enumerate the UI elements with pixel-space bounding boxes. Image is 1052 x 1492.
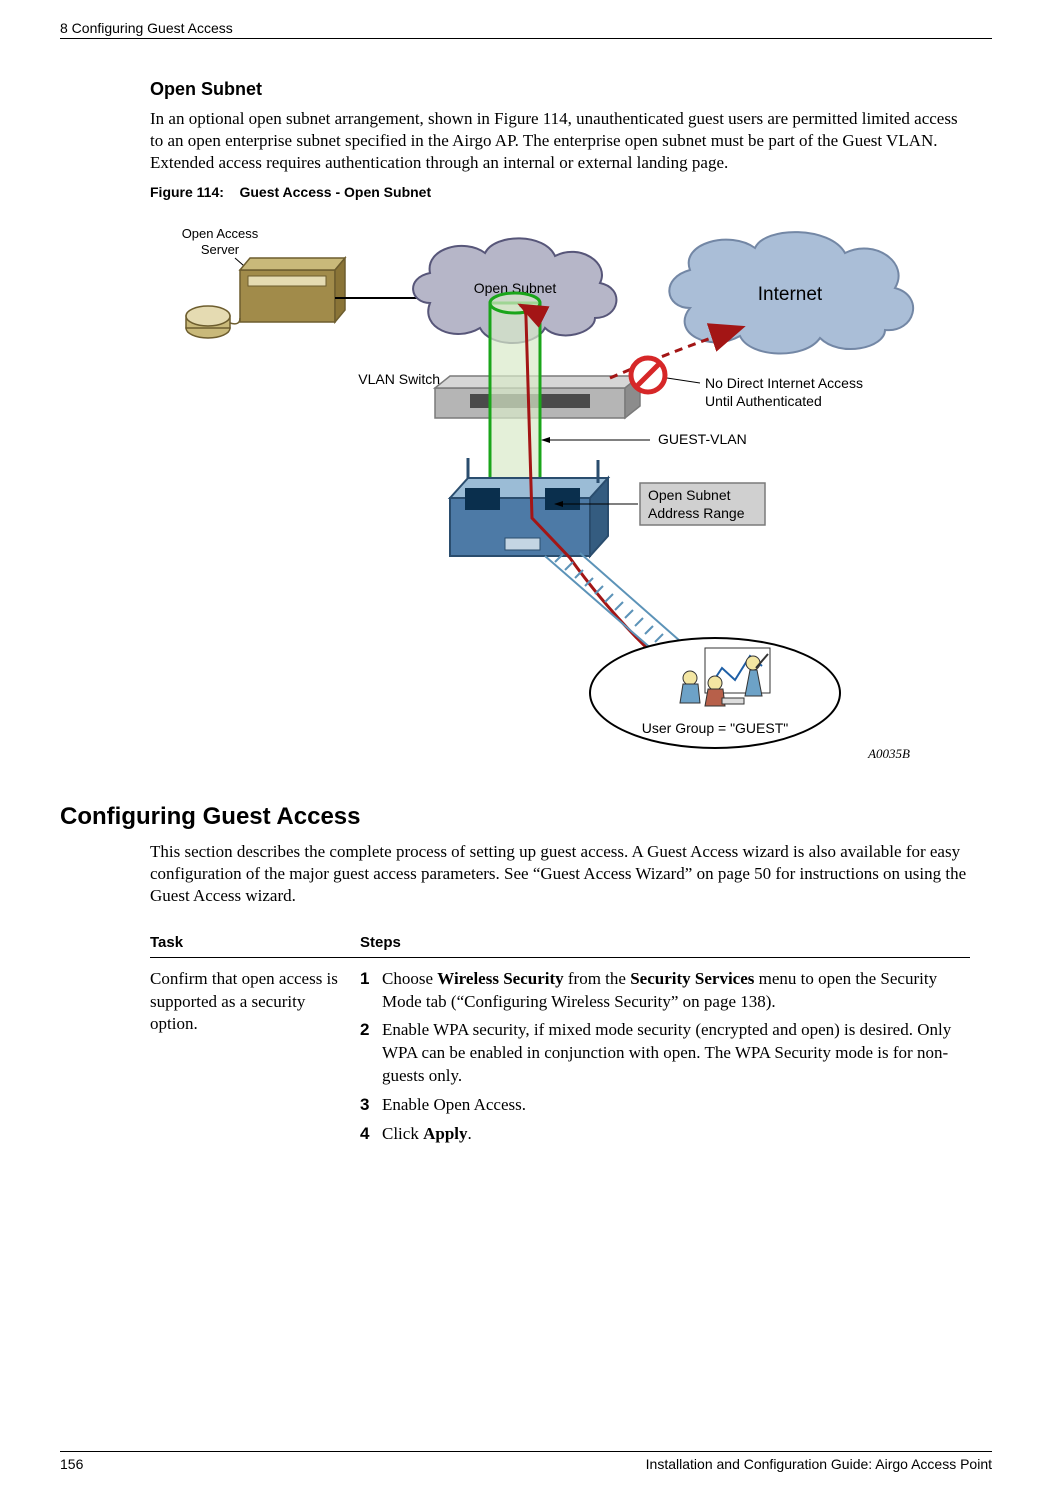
figure-title: Guest Access - Open Subnet bbox=[239, 184, 431, 200]
no-direct-l1: No Direct Internet Access bbox=[705, 375, 863, 391]
vlan-switch-label: VLAN Switch bbox=[358, 371, 440, 387]
step-3: 3 Enable Open Access. bbox=[360, 1094, 960, 1117]
step-2: 2 Enable WPA security, if mixed mode sec… bbox=[360, 1019, 960, 1088]
page-footer: 156 Installation and Configuration Guide… bbox=[60, 1451, 992, 1472]
figure-caption: Figure 114: Guest Access - Open Subnet bbox=[150, 184, 972, 200]
open-subnet-heading: Open Subnet bbox=[150, 79, 972, 100]
header-left: 8 Configuring Guest Access bbox=[60, 20, 233, 36]
configuring-guest-access-para: This section describes the complete proc… bbox=[150, 841, 972, 907]
open-access-server-label-1: Open Access bbox=[182, 226, 259, 241]
step-num: 1 bbox=[360, 968, 382, 1014]
page-header: 8 Configuring Guest Access bbox=[60, 20, 992, 39]
server-icon bbox=[186, 258, 345, 338]
address-range-l2: Address Range bbox=[648, 505, 745, 521]
step-text: Choose Wireless Security from the Securi… bbox=[382, 968, 960, 1014]
step-text: Enable Open Access. bbox=[382, 1094, 960, 1117]
no-direct-pointer bbox=[667, 378, 700, 383]
open-subnet-para: In an optional open subnet arrangement, … bbox=[150, 108, 972, 174]
step-1: 1 Choose Wireless Security from the Secu… bbox=[360, 968, 960, 1014]
figure-ref: A0035B bbox=[867, 746, 910, 761]
step-4: 4 Click Apply. bbox=[360, 1123, 960, 1146]
user-group-label: User Group = "GUEST" bbox=[642, 720, 789, 736]
address-range-l1: Open Subnet bbox=[648, 487, 731, 503]
footer-title: Installation and Configuration Guide: Ai… bbox=[646, 1456, 992, 1472]
steps-cell: 1 Choose Wireless Security from the Secu… bbox=[360, 957, 970, 1158]
task-steps-table: Task Steps Confirm that open access is s… bbox=[150, 928, 970, 1159]
step-num: 3 bbox=[360, 1094, 382, 1117]
col-header-steps: Steps bbox=[360, 928, 970, 958]
step-text: Enable WPA security, if mixed mode secur… bbox=[382, 1019, 960, 1088]
footer-page-number: 156 bbox=[60, 1456, 83, 1472]
step-num: 2 bbox=[360, 1019, 382, 1088]
step-text: Click Apply. bbox=[382, 1123, 960, 1146]
table-row: Confirm that open access is supported as… bbox=[150, 957, 970, 1158]
step-num: 4 bbox=[360, 1123, 382, 1146]
configuring-guest-access-heading: Configuring Guest Access bbox=[60, 803, 992, 831]
diagram-svg: Open Access Server bbox=[150, 208, 960, 768]
guest-vlan-label: GUEST-VLAN bbox=[658, 431, 747, 447]
figure-114: Open Access Server bbox=[150, 208, 972, 773]
block-icon bbox=[631, 358, 665, 392]
internet-label: Internet bbox=[758, 284, 823, 305]
figure-number: Figure 114: bbox=[150, 184, 224, 200]
open-access-server-label-2: Server bbox=[201, 242, 240, 257]
col-header-task: Task bbox=[150, 928, 360, 958]
no-direct-l2: Until Authenticated bbox=[705, 393, 822, 409]
task-cell: Confirm that open access is supported as… bbox=[150, 957, 360, 1158]
